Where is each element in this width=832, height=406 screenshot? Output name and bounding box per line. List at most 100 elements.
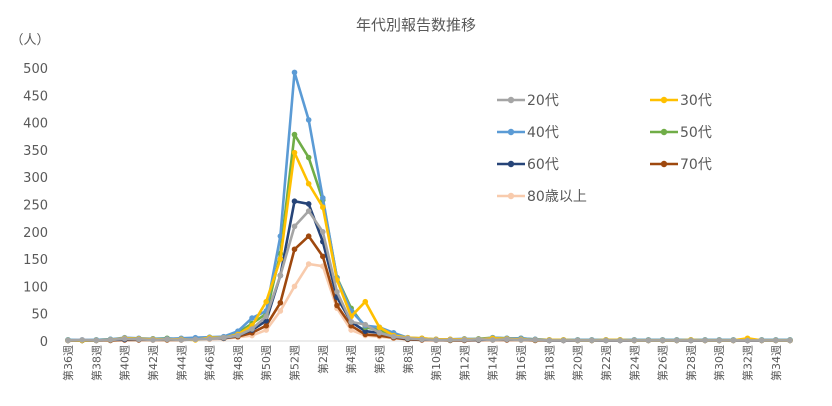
data-point: [107, 337, 114, 343]
data-point: [291, 223, 298, 230]
data-point: [773, 337, 779, 344]
x-tick-label: 第16週: [514, 345, 528, 381]
x-tick-label: 第26週: [656, 345, 670, 381]
x-tick-label: 第4週: [344, 345, 358, 374]
data-point: [291, 131, 298, 138]
legend-item: 80歳以上: [497, 189, 587, 205]
data-point: [178, 337, 185, 343]
legend-item: 70代: [650, 157, 712, 173]
legend-swatch-marker: [507, 192, 515, 200]
data-point: [404, 335, 411, 342]
data-point: [79, 337, 85, 343]
x-axis-ticks: 第36週 第38週 第40週 第42週 第44週 第46週 第48週 第50週 第52週 第2週第…: [61, 345, 783, 381]
x-tick-label: 第22週: [599, 345, 613, 381]
data-point: [65, 337, 71, 344]
data-point: [419, 336, 425, 343]
data-point: [305, 208, 312, 214]
data-point: [546, 337, 553, 344]
legend-item: 40代: [497, 125, 559, 141]
series-7: [65, 261, 793, 344]
data-point: [475, 336, 482, 343]
data-point: [263, 322, 270, 329]
x-tick-label: 第44週: [174, 345, 188, 381]
x-tick-label: 第32週: [741, 345, 755, 381]
data-point: [433, 337, 439, 343]
data-point: [716, 337, 723, 344]
x-tick-label: 第14週: [486, 345, 500, 381]
data-point: [362, 298, 369, 305]
data-point: [532, 337, 538, 343]
data-point: [589, 337, 595, 344]
y-tick-label: 500: [23, 62, 48, 77]
data-point: [603, 337, 609, 344]
data-point: [348, 327, 354, 333]
data-point: [730, 337, 737, 344]
data-point: [320, 195, 326, 201]
x-tick-label: 第24週: [627, 345, 641, 381]
data-point: [277, 233, 284, 239]
y-tick-label: 400: [23, 117, 48, 132]
y-tick-label: 100: [23, 280, 48, 295]
data-point: [574, 337, 581, 344]
series-line: [66, 199, 792, 342]
x-tick-label: 第36週: [61, 345, 75, 381]
data-point: [150, 337, 156, 343]
series-line: [66, 71, 792, 342]
x-tick-label: 第30週: [712, 345, 726, 381]
legend-swatch-marker: [507, 128, 515, 136]
data-point: [673, 337, 680, 344]
legend-label: 60代: [527, 157, 559, 173]
data-point: [305, 180, 312, 187]
y-tick-label: 50: [31, 308, 48, 323]
data-point: [305, 117, 312, 123]
x-tick-label: 第38週: [89, 345, 103, 381]
legend-swatch-marker: [507, 160, 515, 168]
data-point: [489, 337, 496, 343]
legend-swatch-marker: [660, 96, 668, 104]
data-point: [348, 319, 354, 325]
data-point: [220, 334, 227, 341]
legend: 20代 30代 40代 50代 60代 70代 80歳以上: [497, 93, 712, 205]
data-point: [645, 337, 652, 344]
y-tick-label: 450: [23, 89, 48, 104]
x-tick-label: 第34週: [769, 345, 783, 381]
legend-swatch-marker: [507, 96, 515, 104]
x-tick-label: 第6週: [372, 345, 386, 374]
y-tick-label: 350: [23, 144, 48, 159]
data-point: [277, 256, 284, 262]
data-point: [305, 201, 312, 207]
y-tick-label: 300: [23, 171, 48, 186]
series-group: [65, 69, 793, 344]
legend-swatch-marker: [660, 160, 668, 168]
x-tick-label: 第28週: [684, 345, 698, 381]
x-tick-label: 第10週: [429, 345, 443, 381]
y-tick-label: 200: [23, 226, 48, 241]
legend-label: 50代: [680, 125, 712, 141]
legend-item: 60代: [497, 157, 559, 173]
series-line: [66, 209, 792, 342]
series-line: [66, 262, 792, 342]
y-tick-label: 0: [40, 335, 48, 350]
data-point: [192, 336, 199, 343]
series-1: [65, 208, 793, 344]
x-tick-label: 第12週: [457, 345, 471, 381]
data-point: [277, 272, 284, 279]
data-point: [758, 337, 765, 344]
x-tick-label: 第2週: [316, 345, 330, 374]
data-point: [277, 299, 284, 306]
data-point: [504, 336, 510, 343]
legend-label: 40代: [527, 125, 559, 141]
chart-title: 年代別報告数推移: [356, 16, 476, 34]
data-point: [334, 302, 340, 309]
x-tick-label: 第48週: [231, 345, 245, 381]
data-point: [362, 321, 369, 328]
x-tick-label: 第40週: [118, 345, 132, 381]
data-point: [702, 337, 708, 344]
legend-label: 30代: [680, 93, 712, 109]
x-tick-label: 第18週: [542, 345, 556, 381]
x-tick-label: 第50週: [259, 345, 273, 381]
data-point: [291, 149, 298, 156]
y-axis-ticks: 0 50 100 150 200 250 300 350 400 450 500: [23, 62, 48, 350]
legend-label: 70代: [680, 157, 712, 173]
